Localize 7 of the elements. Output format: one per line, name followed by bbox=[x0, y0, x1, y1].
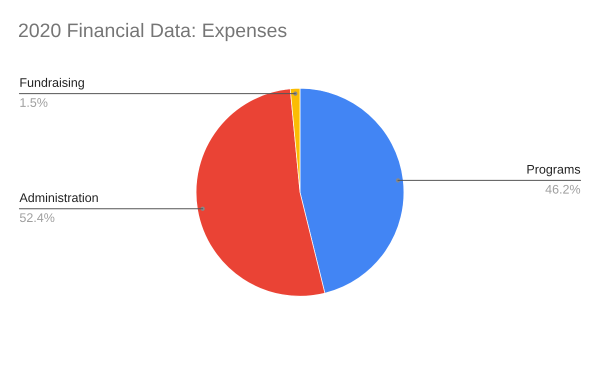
chart-title: 2020 Financial Data: Expenses bbox=[18, 22, 286, 42]
data-label: 1.5% bbox=[20, 98, 48, 107]
data-label: 46.2% bbox=[545, 184, 580, 194]
slice-label: Fundraising bbox=[20, 78, 84, 90]
slice-label: Administration bbox=[19, 192, 98, 202]
data-label: 52.4% bbox=[20, 213, 54, 222]
slice-label: Programs bbox=[527, 165, 580, 176]
